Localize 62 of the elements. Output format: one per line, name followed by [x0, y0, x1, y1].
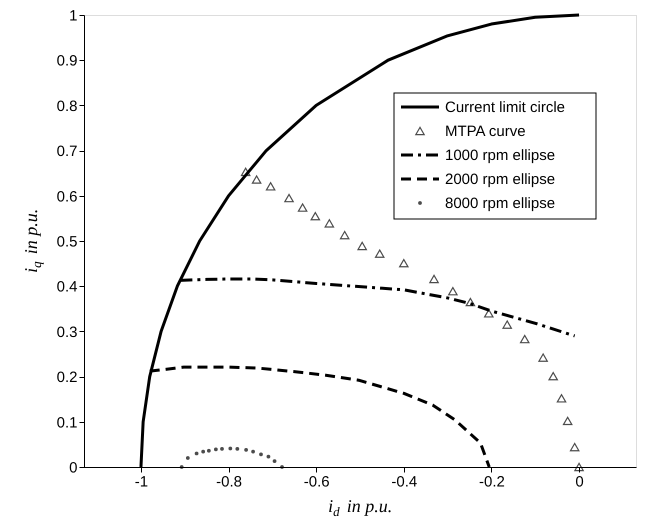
x-tick-label: -0.6	[304, 474, 330, 490]
point	[399, 258, 409, 268]
legend-label: Current limit circle	[445, 99, 566, 116]
point	[206, 448, 211, 453]
point	[357, 242, 367, 250]
legend-label: MTPA curve	[445, 123, 526, 140]
point	[538, 353, 548, 362]
x-tick-label: -0.8	[216, 474, 242, 490]
y-tick-label: 0.5	[56, 234, 78, 250]
y-tick-label: 0	[69, 460, 78, 476]
y-tick-label: 0.8	[56, 98, 78, 115]
point	[266, 454, 270, 458]
point	[548, 372, 558, 380]
point	[502, 320, 512, 329]
point	[520, 334, 530, 344]
point	[266, 182, 276, 191]
point	[201, 450, 206, 454]
point	[298, 203, 308, 212]
legend-label: 8000 rpm ellipse	[445, 195, 556, 212]
x-tick-label: -0.4	[391, 474, 418, 490]
legend-label: 1000 rpm ellipse	[445, 147, 556, 164]
point	[194, 452, 198, 456]
x-tick-label: 0	[575, 474, 584, 490]
point	[240, 168, 250, 176]
point	[374, 249, 384, 258]
point	[324, 219, 334, 228]
point	[272, 459, 276, 463]
point	[251, 450, 255, 454]
point	[574, 462, 584, 472]
point	[562, 416, 572, 426]
point	[180, 465, 184, 469]
x-tick-label: -1	[134, 474, 148, 490]
point	[429, 274, 439, 284]
y-tick-label: 0.4	[56, 278, 78, 296]
y-tick-label: 0.2	[56, 369, 78, 386]
point	[186, 456, 190, 460]
y-tick-label: 0.1	[56, 414, 78, 432]
point	[220, 447, 224, 451]
y-tick-label: 0.9	[56, 52, 78, 70]
point	[259, 452, 263, 456]
point	[284, 194, 294, 202]
point	[340, 230, 350, 240]
y-tick-label: 0.3	[56, 324, 78, 341]
point	[448, 286, 458, 296]
point	[570, 442, 580, 452]
point	[228, 446, 232, 450]
x-tick-label: -0.2	[479, 474, 505, 490]
point	[252, 175, 262, 184]
line-series	[178, 277, 576, 338]
legend-label: 2000 rpm ellipse	[445, 171, 556, 188]
point	[280, 465, 284, 469]
y-axis-title: iq in p.u.	[21, 208, 44, 273]
y-tick-label: 0.6	[56, 188, 78, 206]
point	[310, 212, 320, 220]
point	[484, 309, 494, 318]
y-tick-label: 1	[69, 8, 78, 24]
point	[466, 298, 476, 306]
point	[214, 448, 218, 452]
y-tick-label: 0.7	[56, 143, 78, 160]
point	[556, 394, 566, 403]
point	[244, 448, 248, 452]
point	[235, 447, 240, 451]
